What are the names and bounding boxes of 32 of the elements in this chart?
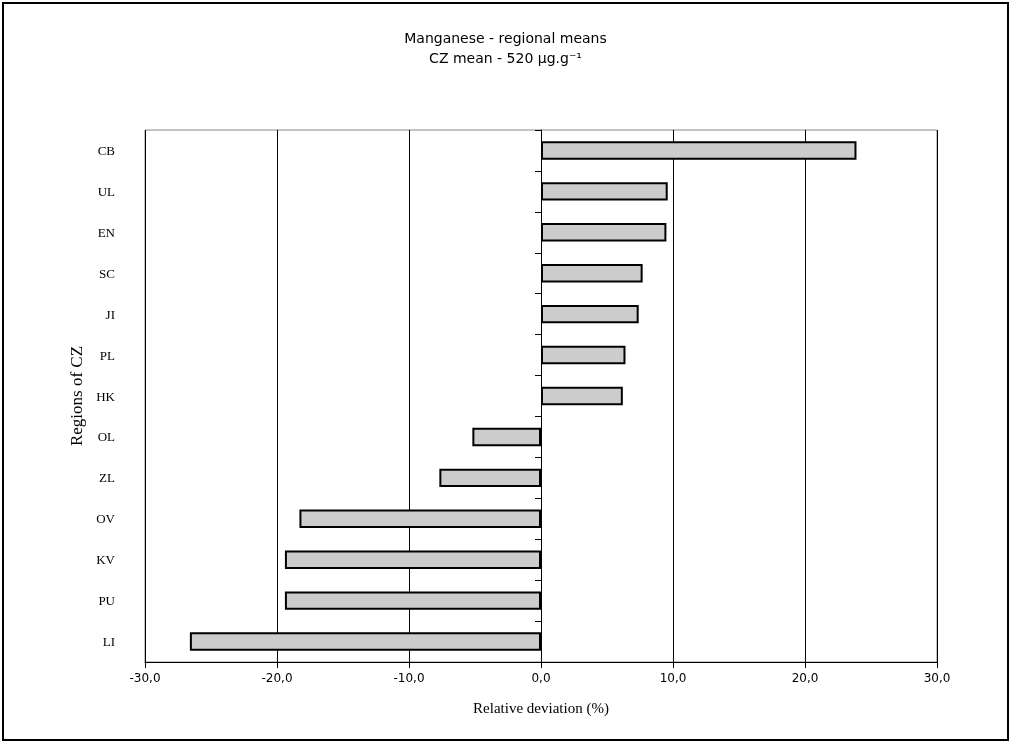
bar	[541, 386, 623, 406]
bar	[541, 182, 668, 201]
y-tick-label: ZL	[99, 470, 116, 486]
x-tick-label: -10,0	[393, 671, 425, 685]
x-tick-label: 0,0	[531, 671, 551, 685]
bar	[439, 468, 541, 488]
y-tick-label: PU	[98, 593, 116, 609]
y-axis-title: Regions of CZ	[67, 345, 87, 447]
x-tick-label: -30,0	[129, 671, 161, 685]
chart-subtitle: CZ mean - 520 µg.g⁻¹	[429, 50, 582, 66]
x-tick-label: 20,0	[791, 671, 819, 685]
y-tick-label: HK	[96, 388, 116, 404]
bar	[541, 264, 643, 283]
y-tick-label: LI	[102, 634, 115, 650]
x-tick-label: -20,0	[261, 671, 293, 685]
y-tick-label: KV	[96, 552, 116, 568]
chart-title: Manganese - regional means	[404, 30, 607, 46]
x-tick-label: 30,0	[923, 671, 951, 685]
bar	[472, 427, 541, 447]
y-tick-label: OL	[97, 429, 116, 445]
bar	[541, 304, 639, 324]
y-tick-label: CB	[97, 142, 116, 158]
y-tick-label: SC	[99, 265, 115, 281]
y-tick-label: UL	[97, 183, 116, 199]
y-tick-label: EN	[97, 224, 116, 240]
x-tick-label: 10,0	[659, 671, 687, 685]
y-tick-label: PL	[99, 347, 116, 363]
bar	[541, 345, 626, 365]
bar	[541, 223, 667, 242]
y-tick-label: OV	[96, 511, 116, 527]
y-tick-label: JI	[105, 306, 115, 322]
x-axis-title: Relative deviation (%)	[473, 699, 609, 717]
